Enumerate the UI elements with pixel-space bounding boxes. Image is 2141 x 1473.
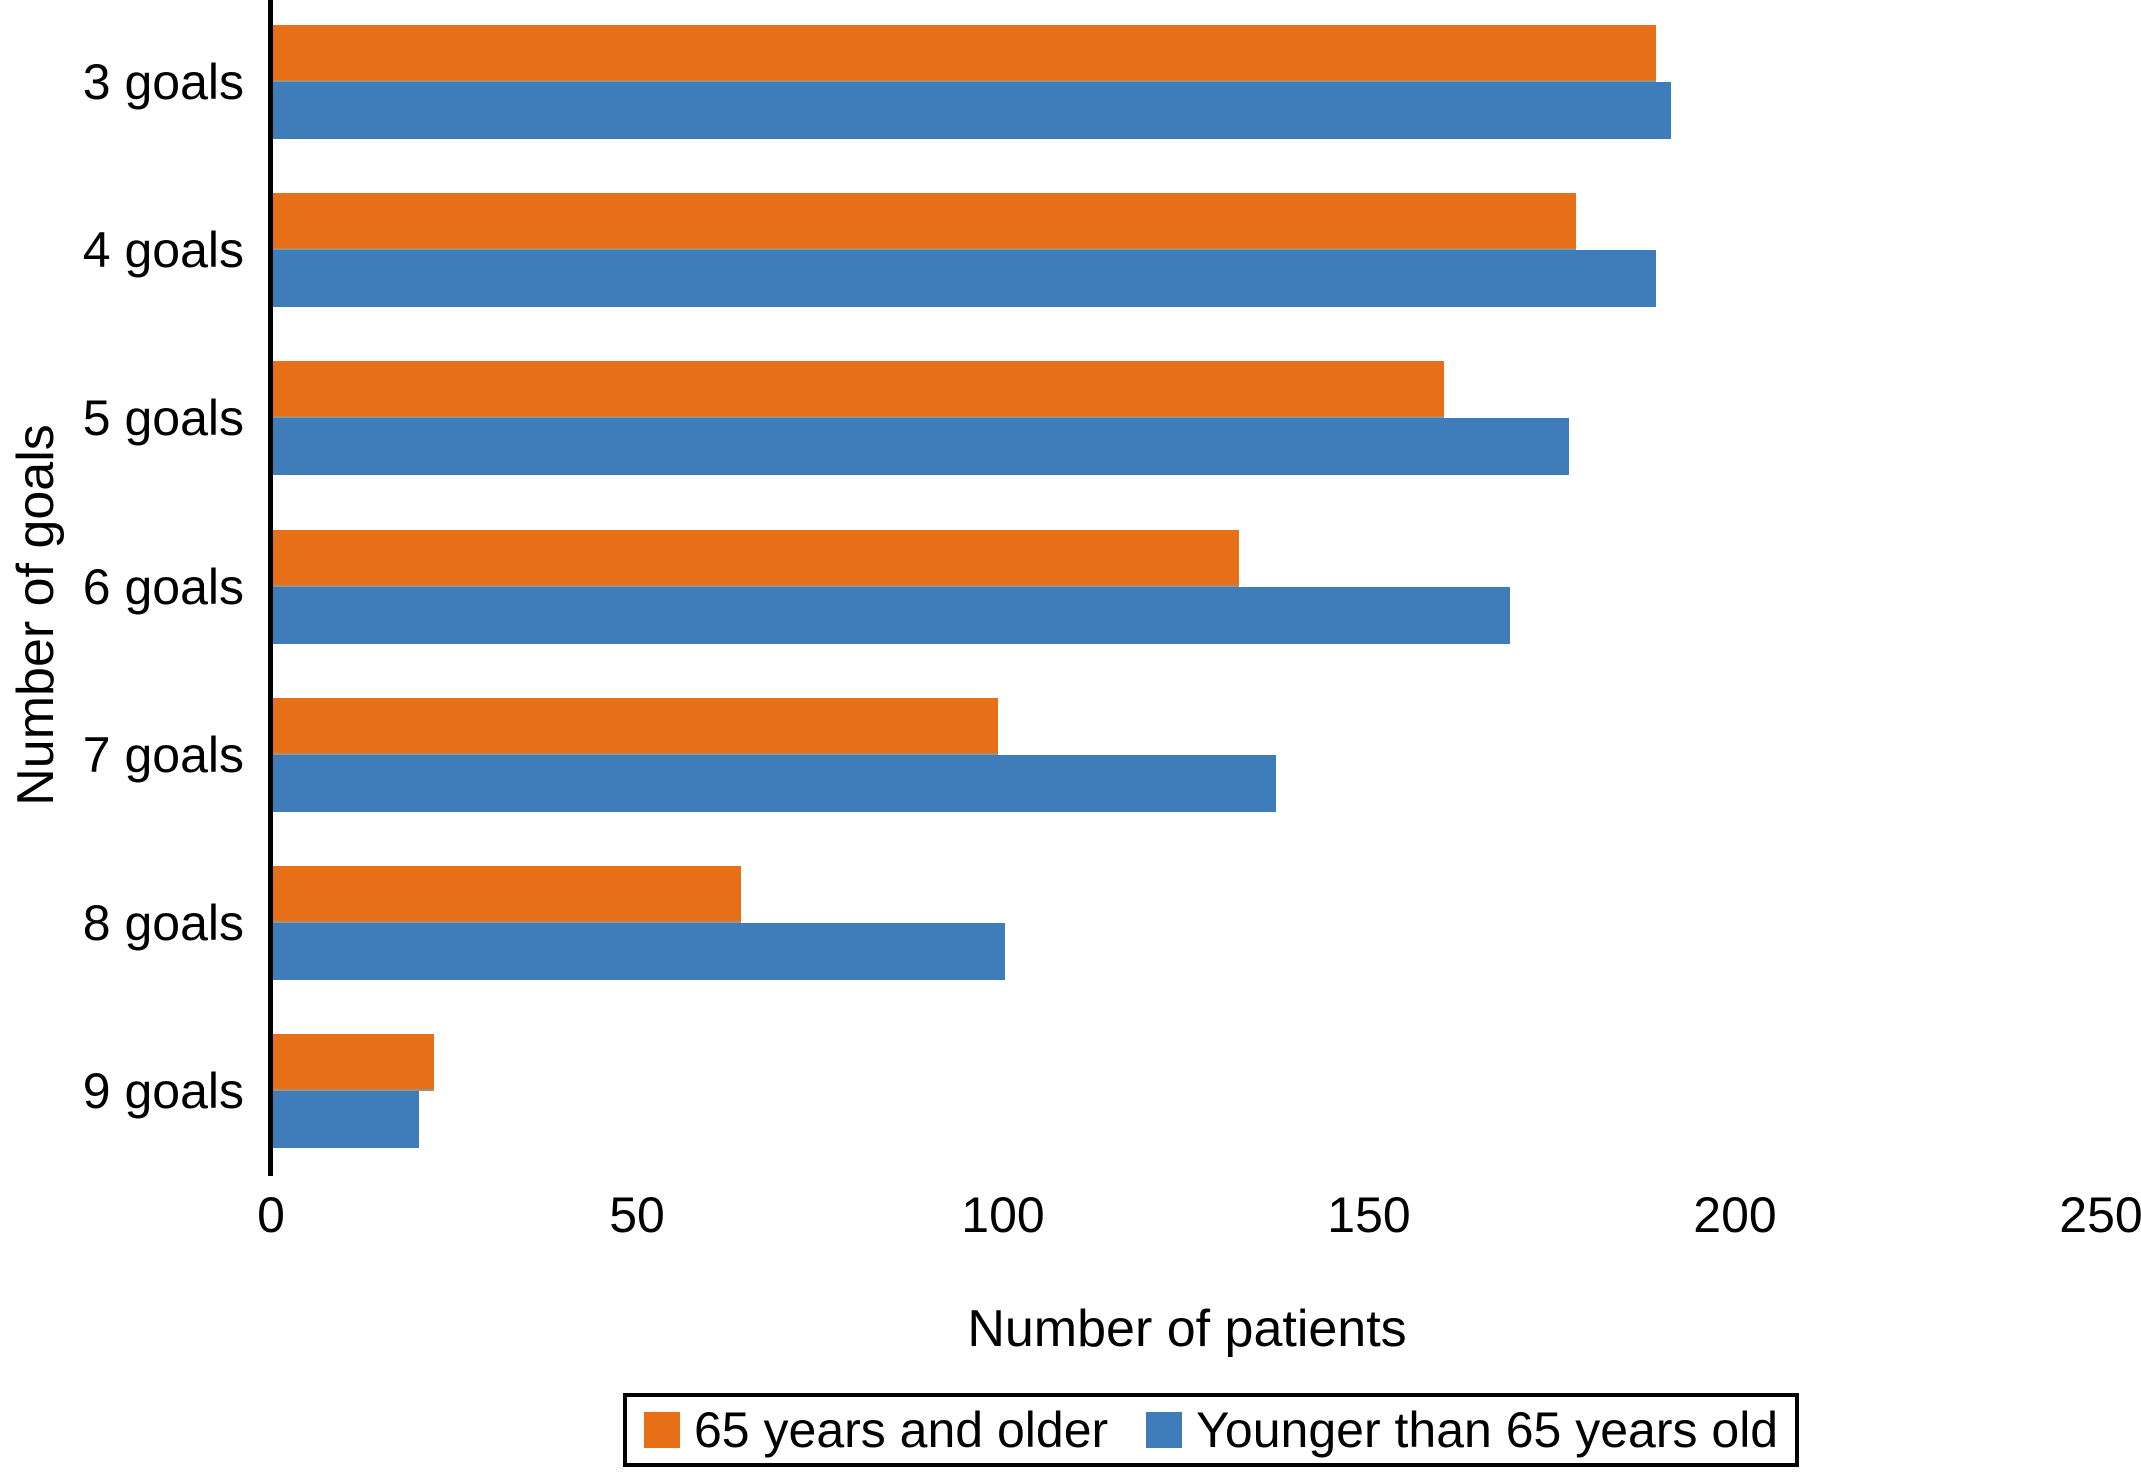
- x-tick-label-100: 100: [961, 1187, 1045, 1243]
- category-label-4-goals: 4 goals: [82, 222, 244, 279]
- x-axis-title: Number of patients: [967, 1300, 1407, 1358]
- legend-item-younger-than-65-years-old: Younger than 65 years old: [1146, 1400, 1778, 1460]
- bar-65-years-and-older-6-goals: [273, 529, 1239, 587]
- category-label-5-goals: 5 goals: [82, 390, 244, 447]
- bar-younger-than-65-years-old-4-goals: [273, 250, 1656, 308]
- category-label-7-goals: 7 goals: [82, 726, 244, 783]
- x-tick-label-250: 250: [2059, 1187, 2141, 1243]
- legend-label: Younger than 65 years old: [1196, 1402, 1779, 1458]
- legend-swatch-icon: [1146, 1412, 1183, 1448]
- legend-label: 65 years and older: [694, 1402, 1109, 1458]
- category-label-3-goals: 3 goals: [82, 54, 244, 110]
- bar-65-years-and-older-4-goals: [273, 193, 1576, 251]
- bar-younger-than-65-years-old-5-goals: [273, 418, 1569, 476]
- category-label-6-goals: 6 goals: [82, 558, 244, 615]
- category-label-9-goals: 9 goals: [82, 1063, 244, 1120]
- bar-65-years-and-older-9-goals: [273, 1034, 434, 1092]
- x-tick-label-50: 50: [609, 1187, 665, 1243]
- bar-65-years-and-older-7-goals: [273, 697, 998, 755]
- category-label-8-goals: 8 goals: [82, 894, 244, 951]
- bar-65-years-and-older-8-goals: [273, 865, 741, 923]
- bar-65-years-and-older-5-goals: [273, 361, 1444, 419]
- bar-younger-than-65-years-old-7-goals: [273, 754, 1276, 812]
- bar-younger-than-65-years-old-6-goals: [273, 586, 1510, 644]
- y-axis-line: [268, 0, 273, 1176]
- bar-younger-than-65-years-old-9-goals: [273, 1091, 419, 1149]
- x-tick-label-0: 0: [257, 1187, 285, 1243]
- y-axis-title: Number of goals: [7, 424, 65, 806]
- legend-swatch-icon: [644, 1412, 680, 1448]
- legend-item-65-years-and-older: 65 years and older: [644, 1400, 1108, 1460]
- x-tick-label-150: 150: [1327, 1187, 1411, 1243]
- bar-younger-than-65-years-old-8-goals: [273, 922, 1005, 980]
- bar-65-years-and-older-3-goals: [273, 25, 1656, 82]
- x-tick-label-200: 200: [1693, 1187, 1777, 1243]
- legend: 65 years and older Younger than 65 years …: [623, 1393, 1800, 1467]
- bar-younger-than-65-years-old-3-goals: [273, 82, 1671, 139]
